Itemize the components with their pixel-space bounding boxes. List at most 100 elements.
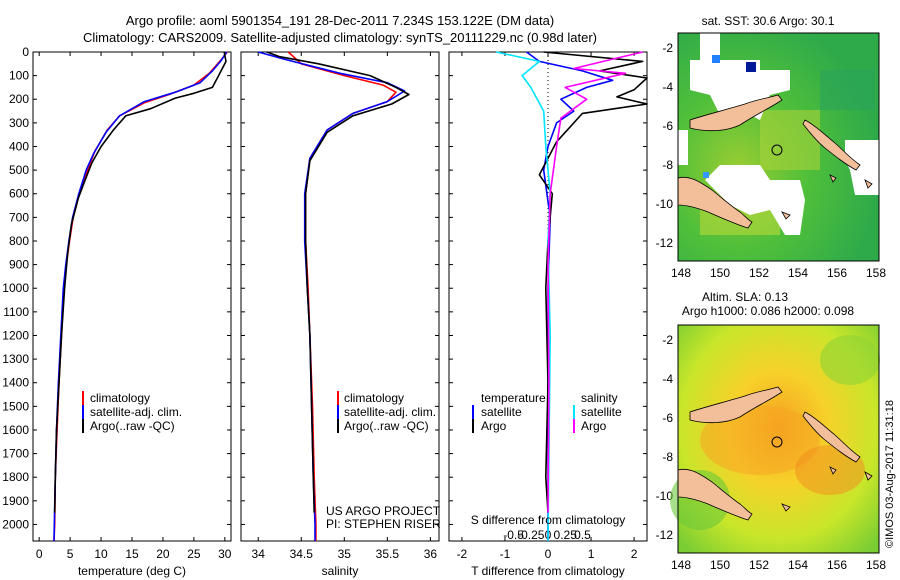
sst-map-lon-tick-label: 154 (788, 266, 808, 280)
series-line-satellite-adj-clim (257, 51, 406, 541)
sst-map-lat-tick-label: -2 (662, 41, 673, 55)
x-tick-label: 35.5 (376, 547, 400, 561)
imos-stamp: ©IMOS 03-Aug-2017 11:31:18 (884, 400, 896, 548)
depth-tick-label: 300 (9, 116, 29, 130)
sla-map-lat-tick-label: -4 (662, 372, 673, 386)
series-line-temperature-argo (538, 51, 648, 513)
sst-map-lon-tick-label: 148 (671, 266, 691, 280)
legend-label-argo: Argo(..raw -QC) (90, 419, 175, 433)
sla-map-lat-tick-label: -8 (662, 450, 673, 464)
sst-warm-patch (760, 110, 820, 170)
depth-tick-label: 800 (9, 234, 29, 248)
argo-float-marker (771, 436, 783, 448)
difference-legend: temperature satellite Argo salinity sate… (472, 391, 622, 433)
sla-map-lon-tick-label: 154 (788, 558, 808, 572)
sla-map-lat-tick-label: -2 (662, 333, 673, 347)
sst-map-lon-tick-label: 158 (866, 266, 886, 280)
figure-title-line1: Argo profile: aoml 5901354_191 28-Dec-20… (126, 13, 554, 28)
depth-tick-label: 200 (9, 92, 29, 106)
sst-cold-pixel (746, 62, 756, 72)
temperature-xlabel: temperature (deg C) (78, 564, 186, 578)
x-tick-label: 34 (252, 547, 266, 561)
x-tick-label: 1 (588, 547, 595, 561)
sst-cold-pixel (712, 55, 720, 63)
x-tick-label: 5 (67, 547, 74, 561)
sst-map-lat-tick-label: -4 (662, 80, 673, 94)
temperature-legend: climatology satellite-adj. clim. Argo(..… (82, 391, 182, 433)
sst-missing-data (678, 130, 688, 165)
depth-tick-label: 1200 (2, 328, 29, 342)
depth-tick-label: 500 (9, 163, 29, 177)
sst-missing-data (845, 140, 879, 195)
legend-label-satellite: satellite-adj. clim. (344, 405, 436, 419)
series-line-argo-raw-qc (53, 51, 227, 513)
salinity-xlabel: salinity (322, 564, 359, 578)
series-line-climatology (53, 51, 228, 542)
depth-tick-label: 1400 (2, 376, 29, 390)
difference-xlabel-top: S difference from climatology (471, 513, 626, 527)
x-tick-label: 30 (218, 547, 232, 561)
legend-label-t-argo: Argo (481, 419, 507, 433)
sst-map-lon-tick-label: 156 (827, 266, 847, 280)
legend-label-climatology: climatology (344, 391, 404, 405)
figure-title-line2: Climatology: CARS2009. Satellite-adjuste… (83, 30, 597, 45)
x-tick-label: 36 (424, 547, 438, 561)
sst-map-frame (677, 32, 880, 262)
land-small-islands (781, 466, 873, 512)
legend-label-argo: Argo(..raw -QC) (344, 419, 429, 433)
legend-title-salinity: salinity (581, 391, 618, 405)
legend-title-temperature: temperature (481, 391, 546, 405)
x-tick-label: 35 (338, 547, 352, 561)
sst-cool-patch (820, 70, 875, 110)
sla-map-title-2: Argo h1000: 0.086 h2000: 0.098 (682, 304, 854, 318)
s-tick-label: 0.5 (574, 528, 591, 542)
salinity-panel-frame (240, 51, 440, 542)
legend-label-s-satellite: satellite (581, 405, 622, 419)
sst-map-lat-tick-label: -12 (656, 236, 674, 250)
depth-tick-label: 1500 (2, 399, 29, 413)
sst-cold-pixel (703, 172, 709, 178)
sla-map-lat-tick-label: -10 (656, 489, 674, 503)
depth-tick-label: 1300 (2, 352, 29, 366)
sla-map-lon-tick-label: 150 (710, 558, 730, 572)
depth-tick-label: 900 (9, 258, 29, 272)
depth-tick-label: 2000 (2, 517, 29, 531)
salinity-legend: climatology satellite-adj. clim. Argo(..… (326, 391, 441, 531)
project-annotation: US ARGO PROJECT (326, 504, 441, 518)
land-bougainville (802, 411, 861, 463)
x-tick-label: 0 (36, 547, 43, 561)
sla-low-anomaly (820, 335, 880, 385)
sst-map-lat-tick-label: -10 (656, 197, 674, 211)
land-bougainville (802, 119, 861, 171)
s-tick-label: -0.5 (503, 528, 524, 542)
depth-tick-label: 1000 (2, 281, 29, 295)
depth-tick-label: 1800 (2, 470, 29, 484)
sst-map-lon-tick-label: 150 (710, 266, 730, 280)
x-tick-label: 25 (187, 547, 201, 561)
sla-map-lat-tick-label: -12 (656, 528, 674, 542)
x-tick-label: -2 (457, 547, 468, 561)
depth-tick-label: 600 (9, 187, 29, 201)
depth-tick-label: 400 (9, 139, 29, 153)
land-new-britain (689, 386, 783, 424)
sla-map-title-1: Altim. SLA: 0.13 (702, 290, 788, 304)
sla-map-lon-tick-label: 148 (671, 558, 691, 572)
depth-tick-label: 100 (9, 69, 29, 83)
x-tick-label: 0 (545, 547, 552, 561)
sst-map (677, 32, 880, 262)
series-line-satellite-adj-clim (53, 51, 228, 542)
x-tick-label: 15 (125, 547, 139, 561)
sst-map-lat-tick-label: -6 (662, 119, 673, 133)
series-line-salinity-satellite (496, 51, 552, 542)
depth-tick-label: 1900 (2, 494, 29, 508)
depth-tick-label: 700 (9, 210, 29, 224)
legend-label-satellite: satellite-adj. clim. (90, 405, 182, 419)
depth-tick-label: 1600 (2, 423, 29, 437)
difference-xlabel-bottom: T difference from climatology (471, 564, 625, 578)
land-papua-new-guinea (677, 468, 753, 521)
land-small-islands (781, 174, 873, 220)
series-line-argo-raw-qc (266, 51, 410, 513)
argo-float-marker (771, 144, 783, 156)
depth-tick-label: 1100 (3, 305, 29, 319)
